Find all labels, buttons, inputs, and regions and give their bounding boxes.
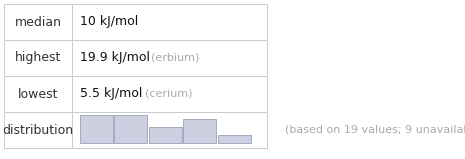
Bar	[218, 135, 251, 143]
Text: (erbium): (erbium)	[151, 53, 199, 63]
Text: highest: highest	[15, 52, 61, 65]
Bar	[114, 115, 147, 143]
Text: 19.9 kJ/mol: 19.9 kJ/mol	[80, 52, 150, 65]
Text: (cerium): (cerium)	[145, 89, 193, 99]
Text: median: median	[14, 15, 61, 28]
Bar	[183, 119, 216, 143]
Bar	[149, 127, 182, 143]
Text: (based on 19 values; 9 unavailable): (based on 19 values; 9 unavailable)	[285, 125, 465, 135]
Text: 5.5 kJ/mol: 5.5 kJ/mol	[80, 87, 142, 100]
Text: lowest: lowest	[18, 87, 58, 100]
Text: 10 kJ/mol: 10 kJ/mol	[80, 15, 138, 28]
Bar	[80, 115, 113, 143]
Text: distribution: distribution	[2, 124, 73, 136]
